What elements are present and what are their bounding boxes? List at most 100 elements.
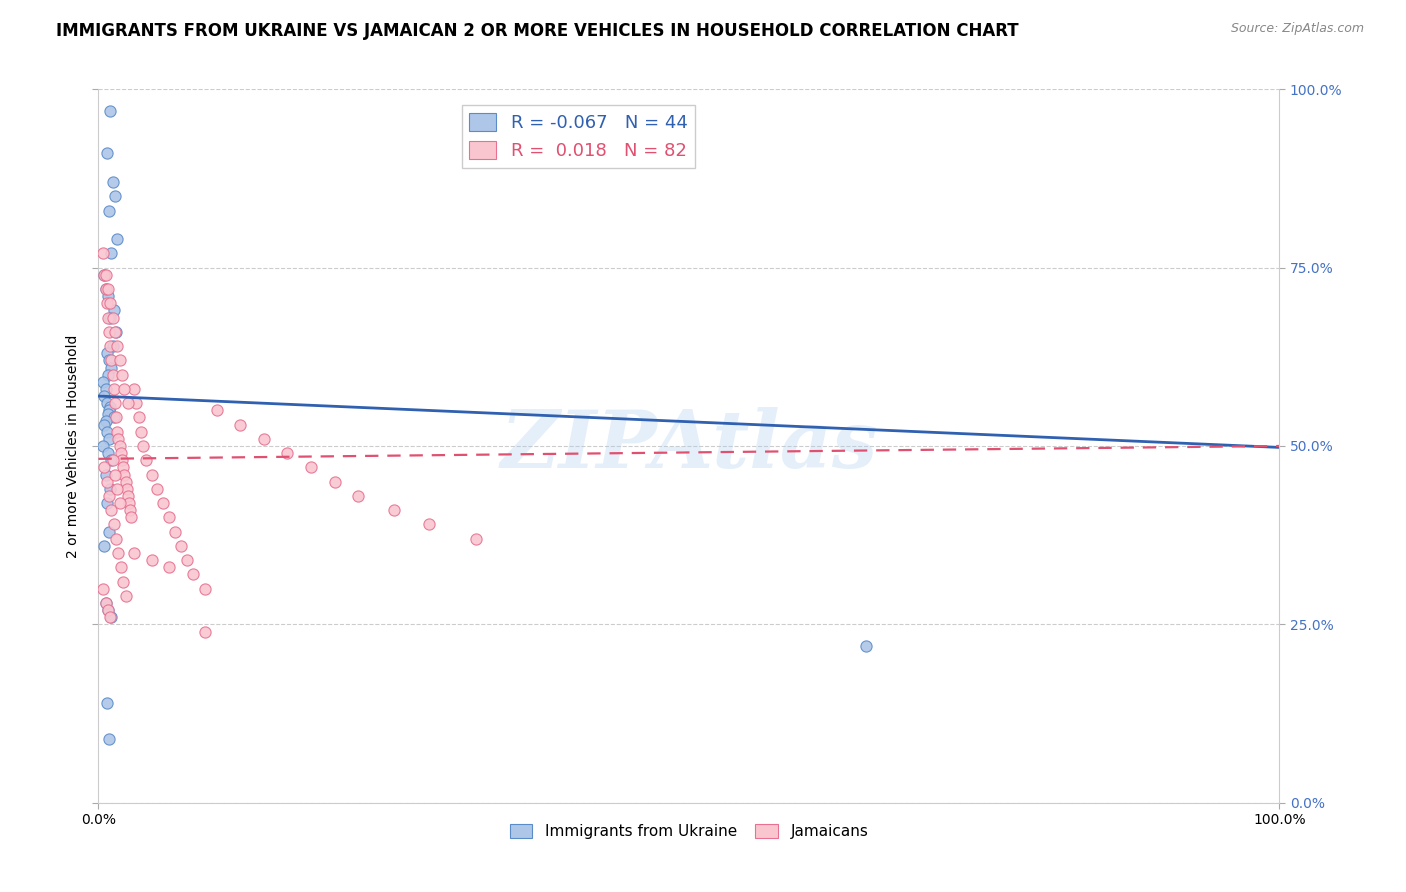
Point	[100, 360, 122, 375]
Point	[276, 446, 298, 460]
Point	[93, 417, 115, 432]
Point	[112, 460, 135, 475]
Point	[122, 546, 145, 560]
Point	[104, 396, 127, 410]
Point	[97, 407, 120, 421]
Point	[97, 603, 120, 617]
Point	[382, 503, 405, 517]
Point	[97, 603, 120, 617]
Point	[114, 475, 136, 489]
Point	[98, 203, 121, 218]
Point	[96, 696, 118, 710]
Point	[101, 453, 124, 467]
Point	[112, 467, 135, 482]
Point	[96, 346, 118, 360]
Point	[323, 475, 346, 489]
Point	[94, 596, 117, 610]
Point	[96, 425, 118, 439]
Point	[94, 414, 117, 428]
Point	[125, 396, 148, 410]
Point	[132, 439, 155, 453]
Point	[253, 432, 276, 446]
Point	[93, 268, 115, 282]
Point	[104, 467, 127, 482]
Point	[103, 517, 125, 532]
Point	[93, 389, 115, 403]
Point	[128, 410, 150, 425]
Point	[105, 532, 128, 546]
Point	[104, 325, 127, 339]
Point	[299, 460, 322, 475]
Point	[93, 460, 115, 475]
Point	[465, 532, 488, 546]
Point	[115, 482, 138, 496]
Point	[118, 496, 141, 510]
Point	[105, 325, 128, 339]
Point	[98, 403, 121, 417]
Point	[98, 310, 121, 325]
Point	[146, 482, 169, 496]
Point	[94, 467, 117, 482]
Point	[91, 375, 114, 389]
Point	[117, 489, 139, 503]
Point	[105, 410, 128, 425]
Point	[100, 353, 122, 368]
Point	[110, 446, 132, 460]
Point	[96, 475, 118, 489]
Point	[94, 596, 117, 610]
Point	[97, 289, 120, 303]
Point	[101, 310, 124, 325]
Point	[120, 503, 142, 517]
Point	[98, 296, 121, 310]
Point	[347, 489, 370, 503]
Point	[121, 510, 143, 524]
Point	[98, 325, 121, 339]
Point	[117, 396, 139, 410]
Point	[129, 425, 152, 439]
Point	[91, 246, 114, 260]
Point	[98, 524, 121, 539]
Point	[98, 339, 121, 353]
Point	[97, 310, 120, 325]
Point	[103, 382, 125, 396]
Legend: Immigrants from Ukraine, Jamaicans: Immigrants from Ukraine, Jamaicans	[503, 818, 875, 845]
Point	[94, 382, 117, 396]
Point	[105, 339, 128, 353]
Point	[91, 582, 114, 596]
Point	[110, 560, 132, 574]
Point	[112, 382, 135, 396]
Point	[114, 589, 136, 603]
Text: Source: ZipAtlas.com: Source: ZipAtlas.com	[1230, 22, 1364, 36]
Point	[96, 396, 118, 410]
Point	[141, 553, 163, 567]
Text: ZIPAtlas: ZIPAtlas	[501, 408, 877, 484]
Y-axis label: 2 or more Vehicles in Household: 2 or more Vehicles in Household	[66, 334, 80, 558]
Point	[152, 496, 174, 510]
Point	[135, 453, 157, 467]
Point	[108, 439, 131, 453]
Point	[94, 282, 117, 296]
Point	[96, 146, 118, 161]
Point	[181, 567, 204, 582]
Point	[97, 368, 120, 382]
Point	[98, 353, 121, 368]
Point	[112, 574, 135, 589]
Point	[100, 503, 122, 517]
Point	[108, 353, 131, 368]
Point	[107, 546, 129, 560]
Point	[122, 382, 145, 396]
Point	[100, 453, 122, 467]
Point	[141, 467, 163, 482]
Point	[418, 517, 440, 532]
Point	[94, 268, 117, 282]
Point	[98, 731, 121, 746]
Point	[194, 582, 217, 596]
Point	[108, 496, 131, 510]
Point	[98, 489, 121, 503]
Point	[100, 246, 122, 260]
Point	[96, 296, 118, 310]
Point	[229, 417, 252, 432]
Point	[98, 400, 121, 414]
Point	[97, 282, 120, 296]
Point	[101, 368, 124, 382]
